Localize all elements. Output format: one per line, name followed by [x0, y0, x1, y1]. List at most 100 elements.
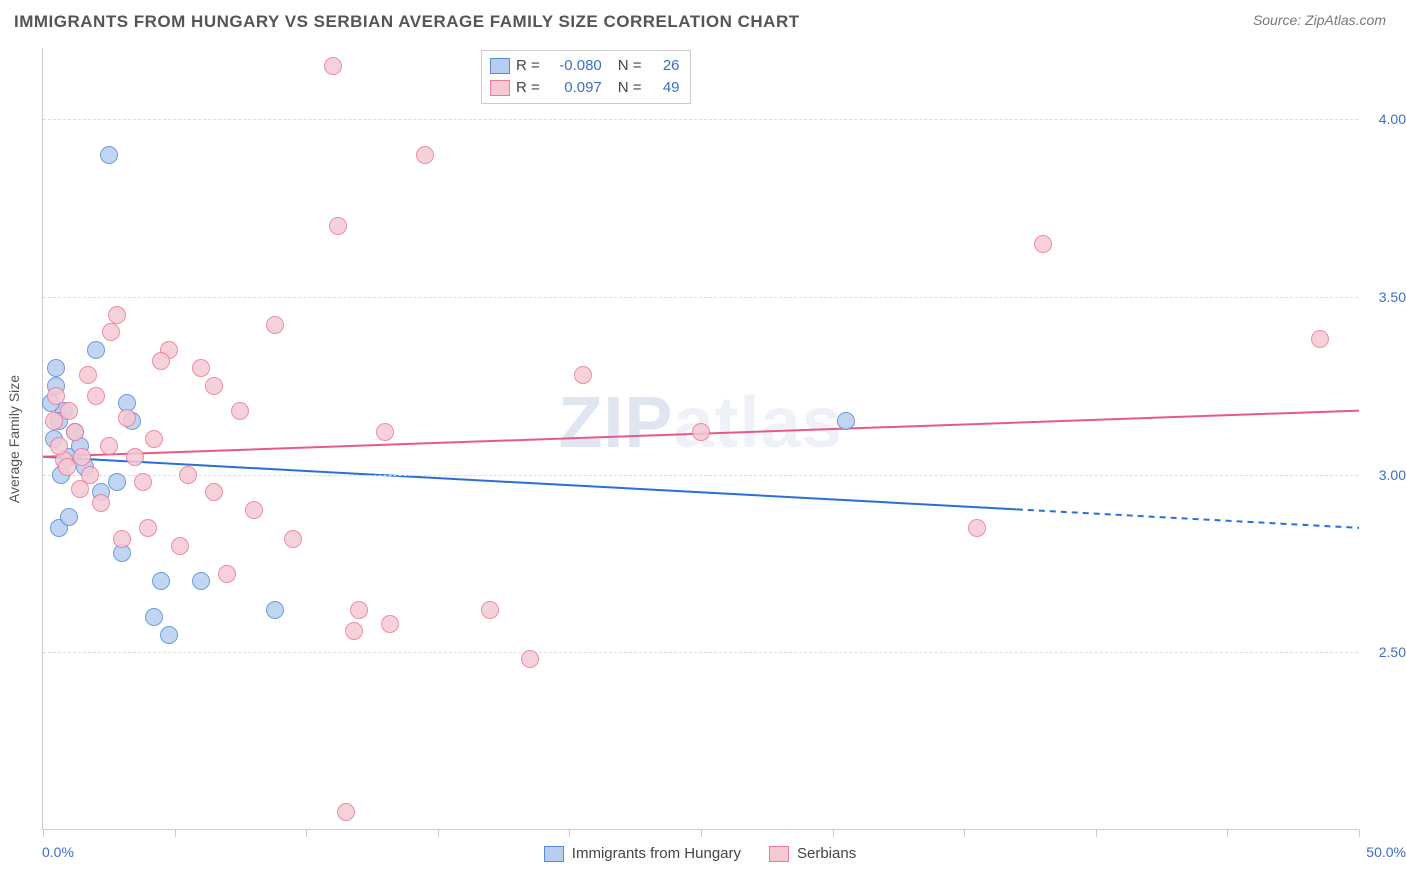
data-point — [692, 423, 710, 441]
legend-swatch — [769, 846, 789, 862]
data-point — [87, 387, 105, 405]
data-point — [266, 316, 284, 334]
legend-label: Serbians — [797, 845, 856, 862]
data-point — [574, 366, 592, 384]
legend-label: Immigrants from Hungary — [572, 845, 741, 862]
data-point — [60, 402, 78, 420]
data-point — [376, 423, 394, 441]
data-point — [47, 359, 65, 377]
data-point — [1034, 235, 1052, 253]
data-point — [100, 437, 118, 455]
legend-r-label: R = — [516, 55, 540, 77]
data-point — [350, 601, 368, 619]
data-point — [134, 473, 152, 491]
data-point — [179, 466, 197, 484]
data-point — [481, 601, 499, 619]
data-point — [152, 352, 170, 370]
data-point — [337, 803, 355, 821]
legend-n-value: 49 — [652, 77, 680, 99]
data-point — [50, 437, 68, 455]
legend-n-label: N = — [618, 77, 642, 99]
x-axis-max-label: 50.0% — [1366, 844, 1406, 860]
data-point — [192, 572, 210, 590]
gridline — [43, 475, 1358, 476]
data-point — [145, 430, 163, 448]
data-point — [416, 146, 434, 164]
data-point — [218, 565, 236, 583]
data-point — [66, 423, 84, 441]
x-tick — [306, 829, 307, 837]
data-point — [71, 480, 89, 498]
data-point — [45, 412, 63, 430]
data-point — [58, 458, 76, 476]
gridline — [43, 297, 1358, 298]
legend-swatch — [544, 846, 564, 862]
data-point — [102, 323, 120, 341]
data-point — [345, 622, 363, 640]
data-point — [92, 494, 110, 512]
data-point — [192, 359, 210, 377]
legend-swatch — [490, 80, 510, 96]
plot-area: ZIPatlas R =-0.080N =26R =0.097N =49 2.5… — [42, 48, 1358, 830]
x-tick — [833, 829, 834, 837]
legend-row: R = 0.097 N = 49 — [490, 77, 680, 99]
data-point — [171, 537, 189, 555]
legend-n-value: 26 — [652, 55, 680, 77]
x-tick — [175, 829, 176, 837]
data-point — [126, 448, 144, 466]
data-point — [113, 530, 131, 548]
data-point — [108, 473, 126, 491]
x-tick — [701, 829, 702, 837]
data-point — [118, 409, 136, 427]
data-point — [152, 572, 170, 590]
data-point — [266, 601, 284, 619]
data-point — [324, 57, 342, 75]
data-point — [837, 412, 855, 430]
data-point — [231, 402, 249, 420]
legend-n-label: N = — [618, 55, 642, 77]
gridline — [43, 652, 1358, 653]
data-point — [245, 501, 263, 519]
data-point — [47, 387, 65, 405]
data-point — [329, 217, 347, 235]
y-tick-label: 4.00 — [1379, 111, 1406, 127]
chart-container: Average Family Size ZIPatlas R =-0.080N … — [42, 48, 1358, 830]
gridline — [43, 119, 1358, 120]
correlation-legend: R = -0.080 N = 26 R = 0.097 N = 49 — [481, 50, 691, 104]
x-tick — [1227, 829, 1228, 837]
x-tick — [569, 829, 570, 837]
x-tick — [964, 829, 965, 837]
x-tick — [1096, 829, 1097, 837]
data-point — [1311, 330, 1329, 348]
data-point — [381, 615, 399, 633]
legend-item: Serbians — [769, 845, 856, 862]
data-point — [284, 530, 302, 548]
data-point — [73, 448, 91, 466]
x-tick — [438, 829, 439, 837]
y-tick-label: 3.00 — [1379, 467, 1406, 483]
data-point — [145, 608, 163, 626]
y-tick-label: 3.50 — [1379, 289, 1406, 305]
data-point — [108, 306, 126, 324]
data-point — [100, 146, 118, 164]
source-attribution: Source: ZipAtlas.com — [1253, 12, 1386, 28]
legend-row: R = -0.080 N = 26 — [490, 55, 680, 77]
data-point — [87, 341, 105, 359]
data-point — [160, 626, 178, 644]
data-point — [60, 508, 78, 526]
data-point — [205, 377, 223, 395]
legend-r-label: R = — [516, 77, 540, 99]
data-point — [139, 519, 157, 537]
chart-title: IMMIGRANTS FROM HUNGARY VS SERBIAN AVERA… — [14, 12, 800, 32]
data-point — [521, 650, 539, 668]
legend-r-value: -0.080 — [550, 55, 602, 77]
x-tick — [1359, 829, 1360, 837]
y-tick-label: 2.50 — [1379, 644, 1406, 660]
data-point — [79, 366, 97, 384]
y-axis-label: Average Family Size — [6, 375, 22, 503]
data-point — [968, 519, 986, 537]
legend-r-value: 0.097 — [550, 77, 602, 99]
legend-item: Immigrants from Hungary — [544, 845, 741, 862]
x-tick — [43, 829, 44, 837]
legend-swatch — [490, 58, 510, 74]
